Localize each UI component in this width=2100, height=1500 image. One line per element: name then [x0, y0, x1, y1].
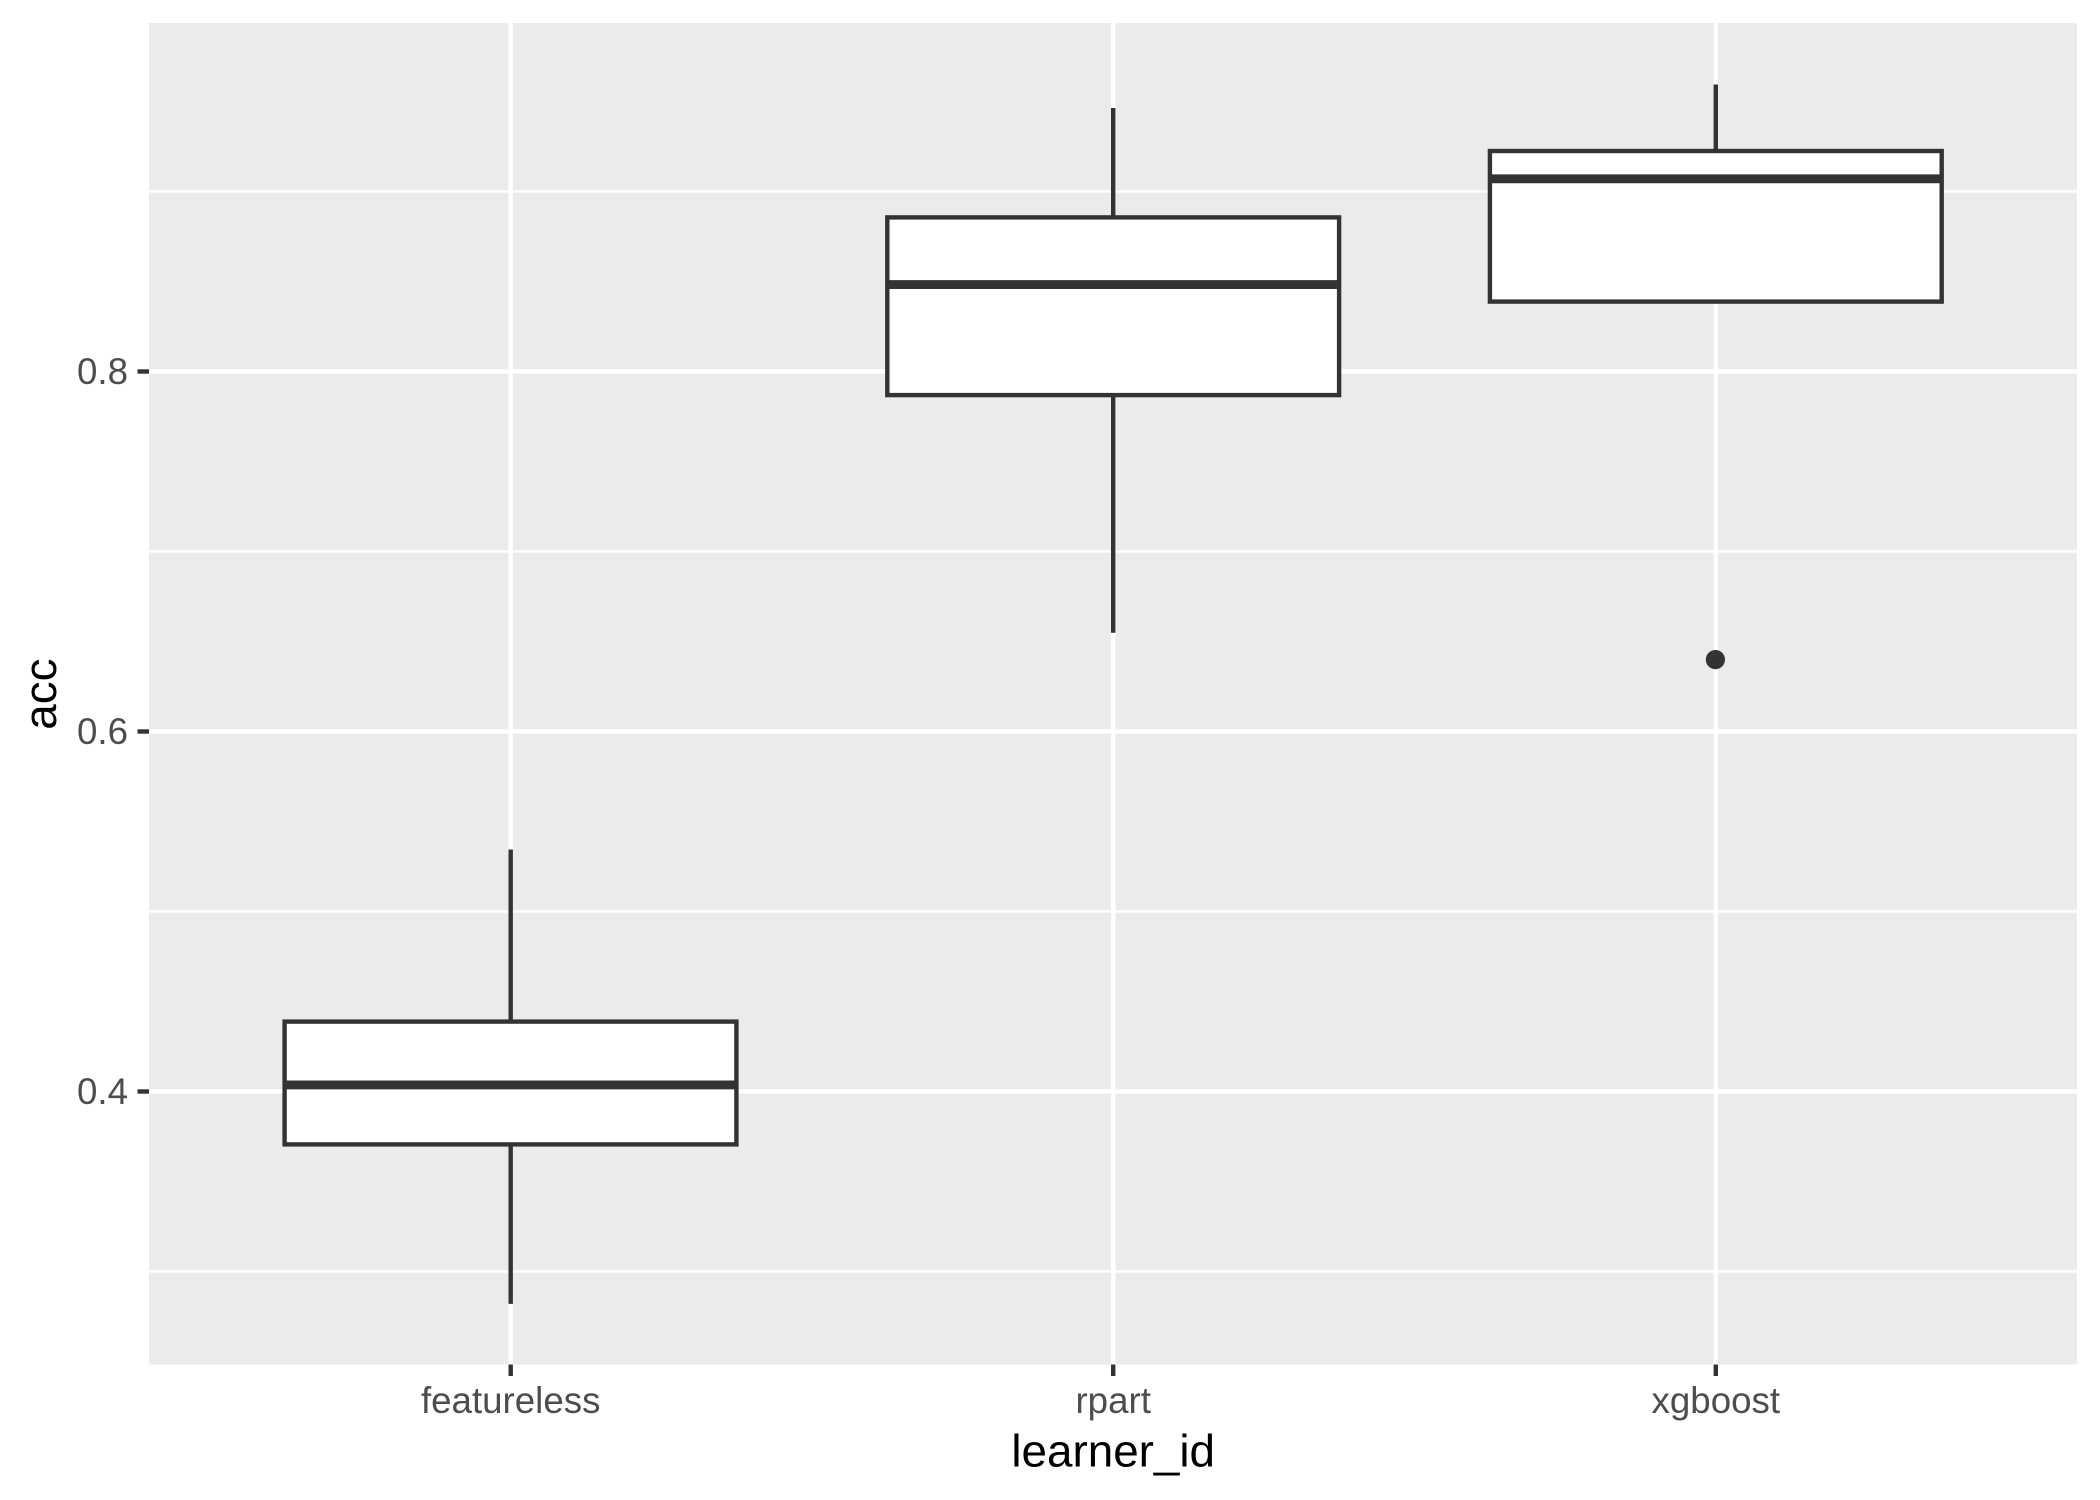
svg-text:xgboost: xgboost — [1652, 1380, 1781, 1421]
svg-text:0.6: 0.6 — [77, 711, 128, 752]
svg-text:acc: acc — [15, 658, 66, 729]
svg-text:featureless: featureless — [421, 1380, 600, 1421]
svg-text:0.8: 0.8 — [77, 351, 128, 392]
svg-text:rpart: rpart — [1075, 1380, 1150, 1421]
svg-text:0.4: 0.4 — [77, 1071, 128, 1112]
svg-text:learner_id: learner_id — [1011, 1426, 1215, 1477]
